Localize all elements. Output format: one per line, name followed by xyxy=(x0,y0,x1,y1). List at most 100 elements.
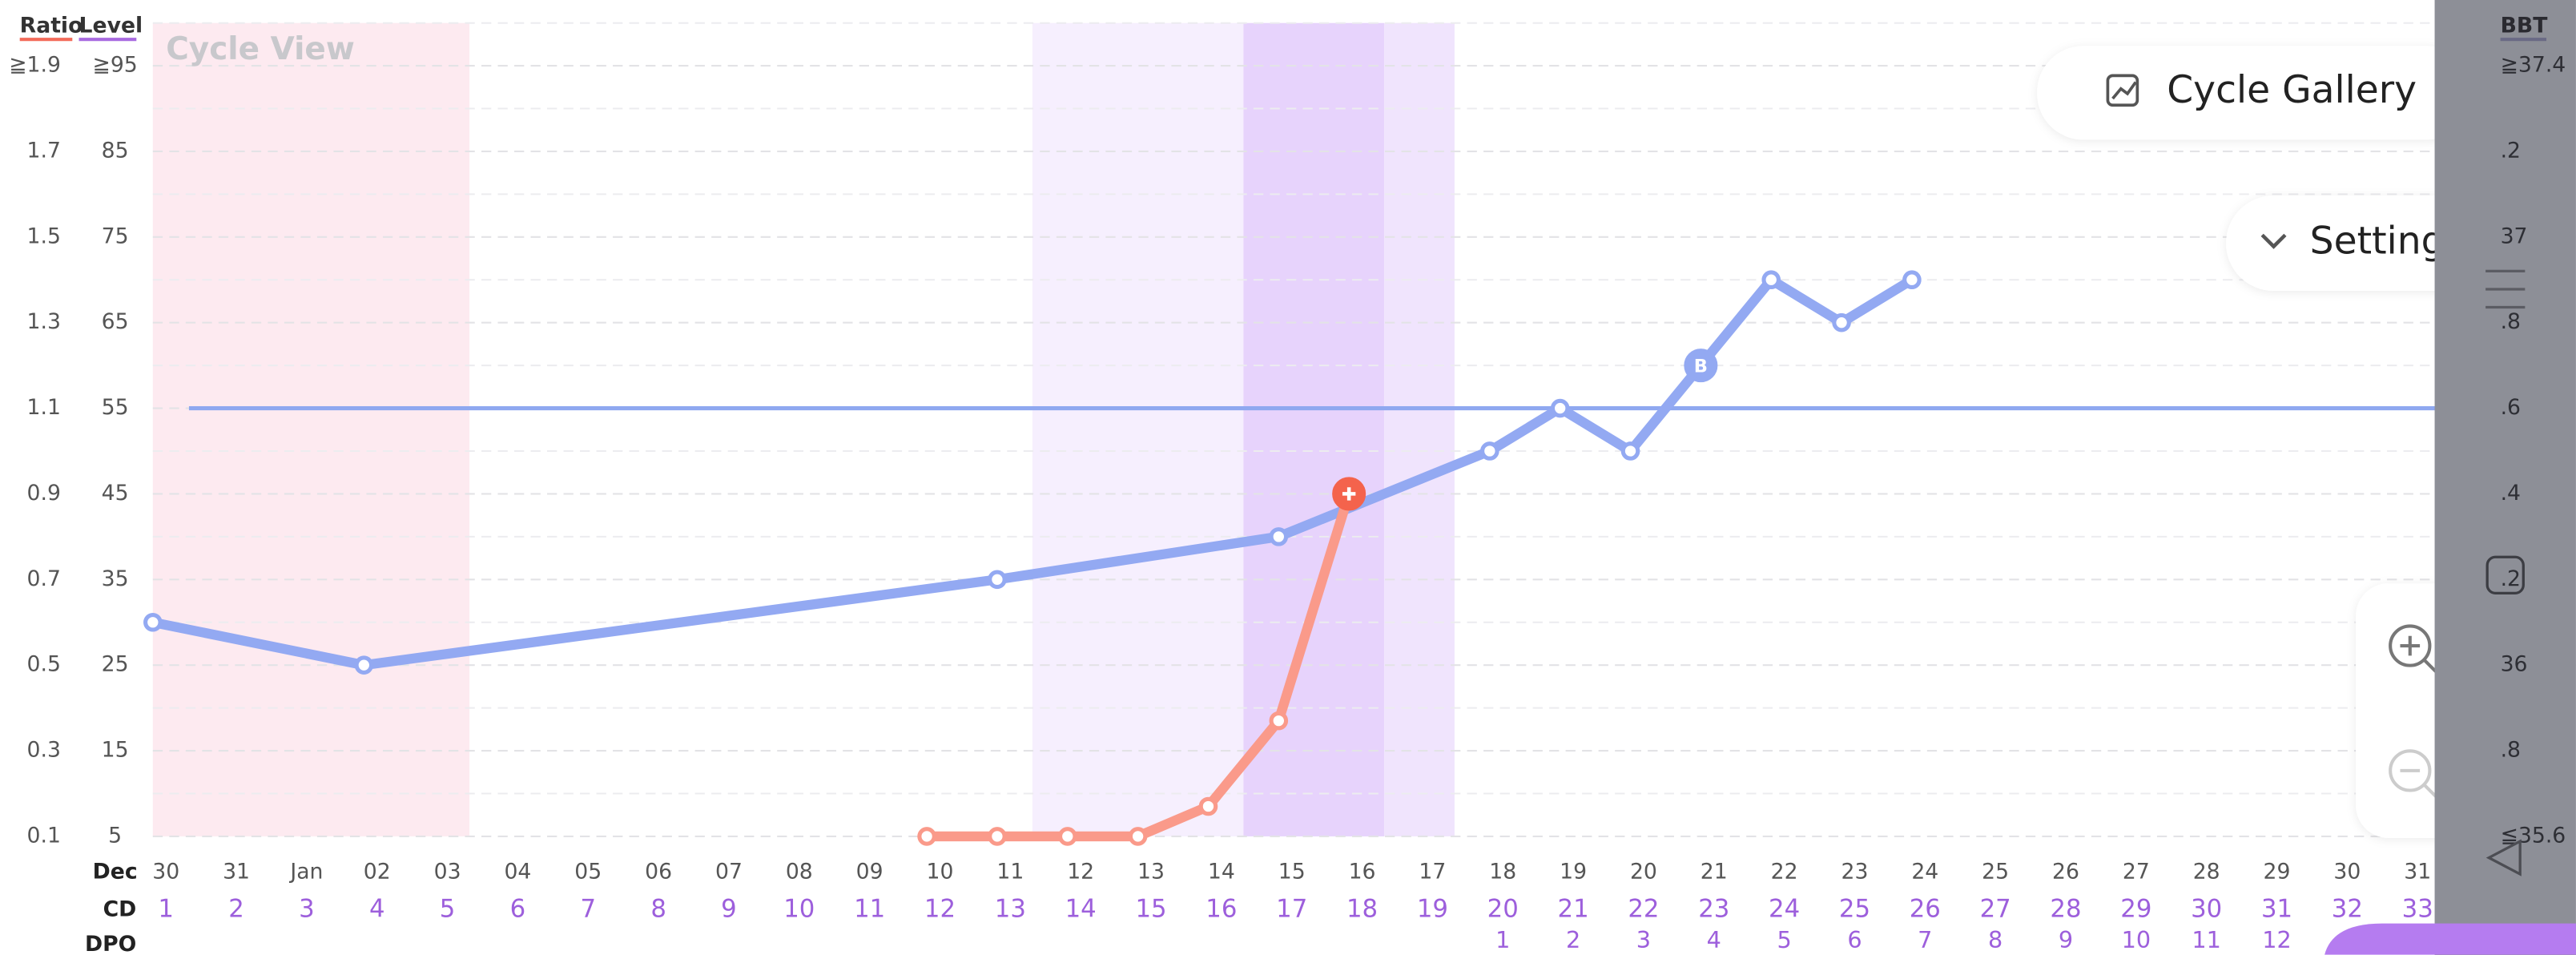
cd-label: 14 xyxy=(1065,895,1097,924)
ratio-tick-label: 0.9 xyxy=(27,481,61,506)
corner-button[interactable] xyxy=(2324,923,2576,955)
ratio-tick-label: 1.3 xyxy=(27,309,61,334)
cd-label: 33 xyxy=(2402,895,2433,924)
level-tick-label: 85 xyxy=(102,138,129,163)
ratio-tick-label: 1.1 xyxy=(27,395,61,420)
cd-label: 1 xyxy=(158,895,174,924)
date-label: 26 xyxy=(2052,860,2079,884)
dpo-label: 9 xyxy=(2059,926,2073,953)
data-point xyxy=(988,827,1007,846)
level-tick-label: 55 xyxy=(102,395,129,420)
cd-label: 13 xyxy=(995,895,1026,924)
dpo-label: 11 xyxy=(2192,926,2221,953)
cd-label: 9 xyxy=(721,895,737,924)
cd-label: 19 xyxy=(1417,895,1448,924)
bbt-tick-label: .2 xyxy=(2501,138,2521,163)
zoom-in-icon xyxy=(2400,635,2438,674)
date-label: 02 xyxy=(364,860,391,884)
ratio-tick-label: 0.5 xyxy=(27,652,61,677)
data-point xyxy=(143,612,163,632)
cd-label: 21 xyxy=(1558,895,1589,924)
date-label: 22 xyxy=(1771,860,1798,884)
bbt-tick-label: .4 xyxy=(2501,481,2521,506)
date-label: 31 xyxy=(2404,860,2431,884)
dpo-label: 10 xyxy=(2122,926,2151,953)
date-label: 17 xyxy=(1419,860,1446,884)
phase-band xyxy=(1032,22,1244,836)
cd-label: 24 xyxy=(1769,895,1800,924)
setting-pill[interactable] xyxy=(2226,195,2489,292)
cd-label: 10 xyxy=(783,895,815,924)
date-label: 19 xyxy=(1560,860,1587,884)
dpo-row-label: DPO xyxy=(85,932,136,955)
cd-label: 3 xyxy=(299,895,315,924)
gallery-button[interactable]: Cycle Gallery xyxy=(2037,46,2473,140)
date-label: 04 xyxy=(504,860,531,884)
date-label: 24 xyxy=(1911,860,1938,884)
zoom-out[interactable] xyxy=(2389,749,2432,792)
phase-band xyxy=(152,22,470,836)
bbt-tick-label: .2 xyxy=(2501,566,2521,591)
dpo-label: 6 xyxy=(1847,926,1862,953)
date-label: 07 xyxy=(715,860,743,884)
ratio-tick-label: 0.3 xyxy=(27,738,61,763)
level-axis-title: Level xyxy=(79,13,143,38)
date-label: 28 xyxy=(2193,860,2220,884)
gallery-label[interactable]: Cycle Gallery xyxy=(2167,68,2417,112)
zoom-in[interactable] xyxy=(2389,624,2432,667)
date-label: 18 xyxy=(1489,860,1516,884)
data-point xyxy=(917,827,936,846)
bbt-tick-label: ≦35.6 xyxy=(2501,823,2566,848)
date-label: 08 xyxy=(786,860,813,884)
date-label: 14 xyxy=(1208,860,1235,884)
side-overlay xyxy=(2434,0,2576,955)
date-label: 10 xyxy=(927,860,954,884)
data-point xyxy=(1550,398,1570,418)
date-label: 31 xyxy=(223,860,250,884)
dpo-label: 4 xyxy=(1707,926,1721,953)
menu-icon xyxy=(2485,269,2526,309)
level-tick-label: 25 xyxy=(102,652,129,677)
view-title: Cycle View xyxy=(166,31,355,67)
date-label: 30 xyxy=(152,860,179,884)
cd-label: 29 xyxy=(2120,895,2151,924)
cd-label: 17 xyxy=(1276,895,1307,924)
bbt-tick-label: 37 xyxy=(2501,224,2528,248)
dpo-label: 1 xyxy=(1495,926,1510,953)
data-point xyxy=(988,570,1007,590)
date-label: Jan xyxy=(288,860,323,884)
cd-label: 32 xyxy=(2332,895,2363,924)
cd-label: 31 xyxy=(2261,895,2292,924)
cd-label: 11 xyxy=(854,895,885,924)
date-label: 15 xyxy=(1278,860,1306,884)
cd-label: 15 xyxy=(1135,895,1166,924)
date-label: 09 xyxy=(856,860,883,884)
date-label: 27 xyxy=(2123,860,2150,884)
date-label: 13 xyxy=(1137,860,1165,884)
cd-label: 5 xyxy=(440,895,456,924)
cd-label: 23 xyxy=(1698,895,1729,924)
data-point xyxy=(1128,827,1148,846)
bbt-tick-label: .8 xyxy=(2501,309,2521,334)
ratio-axis-title: Ratio xyxy=(20,13,83,38)
ratio-tick-label: 0.7 xyxy=(27,566,61,591)
month-label: Dec xyxy=(93,860,138,884)
level-tick-label: 5 xyxy=(108,823,122,848)
cd-label: 2 xyxy=(228,895,244,924)
data-point xyxy=(1480,441,1499,461)
dpo-label: 8 xyxy=(1988,926,2002,953)
level-tick-label: 45 xyxy=(102,481,129,506)
cd-label: 12 xyxy=(924,895,956,924)
gallery-pill[interactable] xyxy=(2037,46,2473,140)
bbt-tick-label: ≧37.4 xyxy=(2501,53,2566,78)
cd-label: 27 xyxy=(1980,895,2011,924)
date-label: 05 xyxy=(574,860,602,884)
setting-label[interactable]: Setting xyxy=(2310,220,2445,264)
bbt-tick-label: 36 xyxy=(2501,652,2528,677)
cd-label: 25 xyxy=(1839,895,1870,924)
setting-button[interactable]: Setting xyxy=(2226,195,2489,292)
date-label: 12 xyxy=(1067,860,1094,884)
level-tick-label: 75 xyxy=(102,224,129,248)
cd-label: 28 xyxy=(2050,895,2081,924)
chevron-icon xyxy=(2260,233,2287,249)
